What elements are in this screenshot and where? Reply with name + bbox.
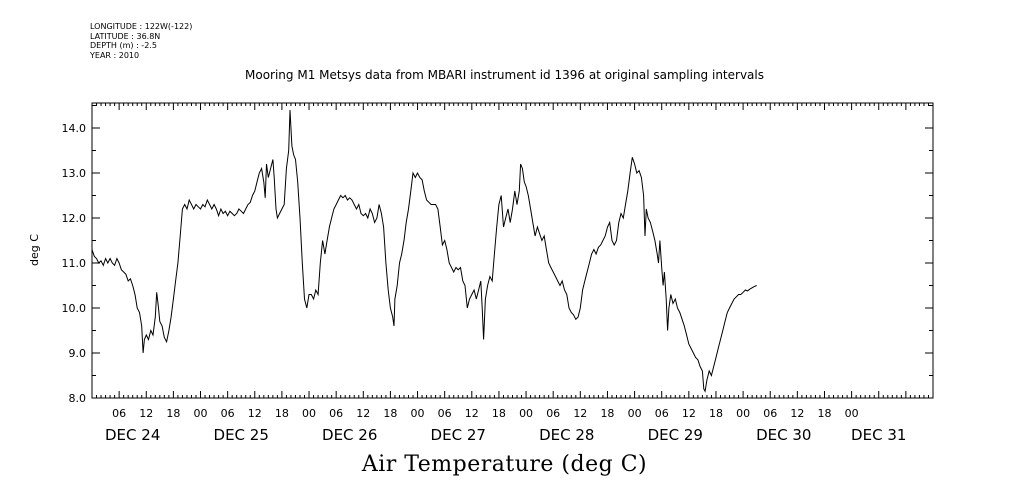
x-hour-label: 12 — [682, 407, 696, 420]
x-day-label: DEC 31 — [851, 426, 906, 444]
year-text: YEAR : 2010 — [90, 50, 140, 60]
x-hour-label: 18 — [817, 407, 831, 420]
x-day-label: DEC 28 — [539, 426, 594, 444]
series-line — [91, 109, 757, 393]
x-hour-label: 06 — [112, 407, 126, 420]
longitude-text: LONGITUDE : 122W(-122) — [90, 22, 193, 31]
x-day-label: DEC 24 — [105, 426, 160, 444]
x-hour-label: 18 — [709, 407, 723, 420]
depth-text: DEPTH (m) : -2.5 — [90, 41, 157, 50]
y-tick-label: 11.0 — [62, 257, 87, 270]
x-hour-label: 18 — [275, 407, 289, 420]
y-tick-label: 12.0 — [62, 212, 87, 225]
y-axis-label: deg C — [28, 234, 41, 266]
x-hour-label: 00 — [302, 407, 316, 420]
x-hour-label: 18 — [383, 407, 397, 420]
x-hour-label: 18 — [600, 407, 614, 420]
y-tick-label: 8.0 — [69, 392, 87, 405]
x-hour-label: 12 — [139, 407, 153, 420]
x-hour-label: 18 — [166, 407, 180, 420]
x-hour-label: 00 — [519, 407, 533, 420]
x-day-label: DEC 30 — [756, 426, 811, 444]
x-axis-title: Air Temperature (deg C) — [361, 452, 648, 477]
y-tick-label: 9.0 — [69, 347, 87, 360]
x-hour-label: 18 — [492, 407, 506, 420]
x-day-label: DEC 29 — [648, 426, 703, 444]
x-hour-label: 12 — [248, 407, 262, 420]
latitude-text: LATITUDE : 36.8N — [90, 31, 161, 41]
location-info: LONGITUDE : 122W(-122) LATITUDE : 36.8N … — [90, 22, 192, 60]
x-hour-label: 06 — [546, 407, 560, 420]
x-hour-label: 06 — [438, 407, 452, 420]
x-hour-label: 06 — [221, 407, 235, 420]
x-hour-label: 00 — [194, 407, 208, 420]
x-hour-label: 00 — [845, 407, 859, 420]
x-hour-label: 12 — [573, 407, 587, 420]
x-hour-label: 00 — [736, 407, 750, 420]
x-day-label: DEC 25 — [214, 426, 269, 444]
x-hour-label: 06 — [329, 407, 343, 420]
y-tick-label: 13.0 — [62, 167, 87, 180]
y-tick-label: 10.0 — [62, 302, 87, 315]
x-hour-label: 12 — [465, 407, 479, 420]
y-tick-label: 14.0 — [62, 122, 87, 135]
plot-frame — [91, 102, 934, 399]
x-day-label: DEC 27 — [431, 426, 486, 444]
x-hour-label: 00 — [411, 407, 425, 420]
x-hour-label: 12 — [356, 407, 370, 420]
axis-labels: 8.0 9.0 10.0 11.0 12.0 13.0 14.0 06 12 18 00 06 12 18… — [62, 122, 907, 444]
axis-ticks — [91, 103, 934, 399]
x-hour-label: 00 — [628, 407, 642, 420]
x-hour-label: 06 — [655, 407, 669, 420]
x-day-label: DEC 26 — [322, 426, 377, 444]
chart-title: Mooring M1 Metsys data from MBARI instru… — [245, 68, 764, 82]
x-hour-label: 06 — [763, 407, 777, 420]
x-hour-label: 12 — [790, 407, 804, 420]
